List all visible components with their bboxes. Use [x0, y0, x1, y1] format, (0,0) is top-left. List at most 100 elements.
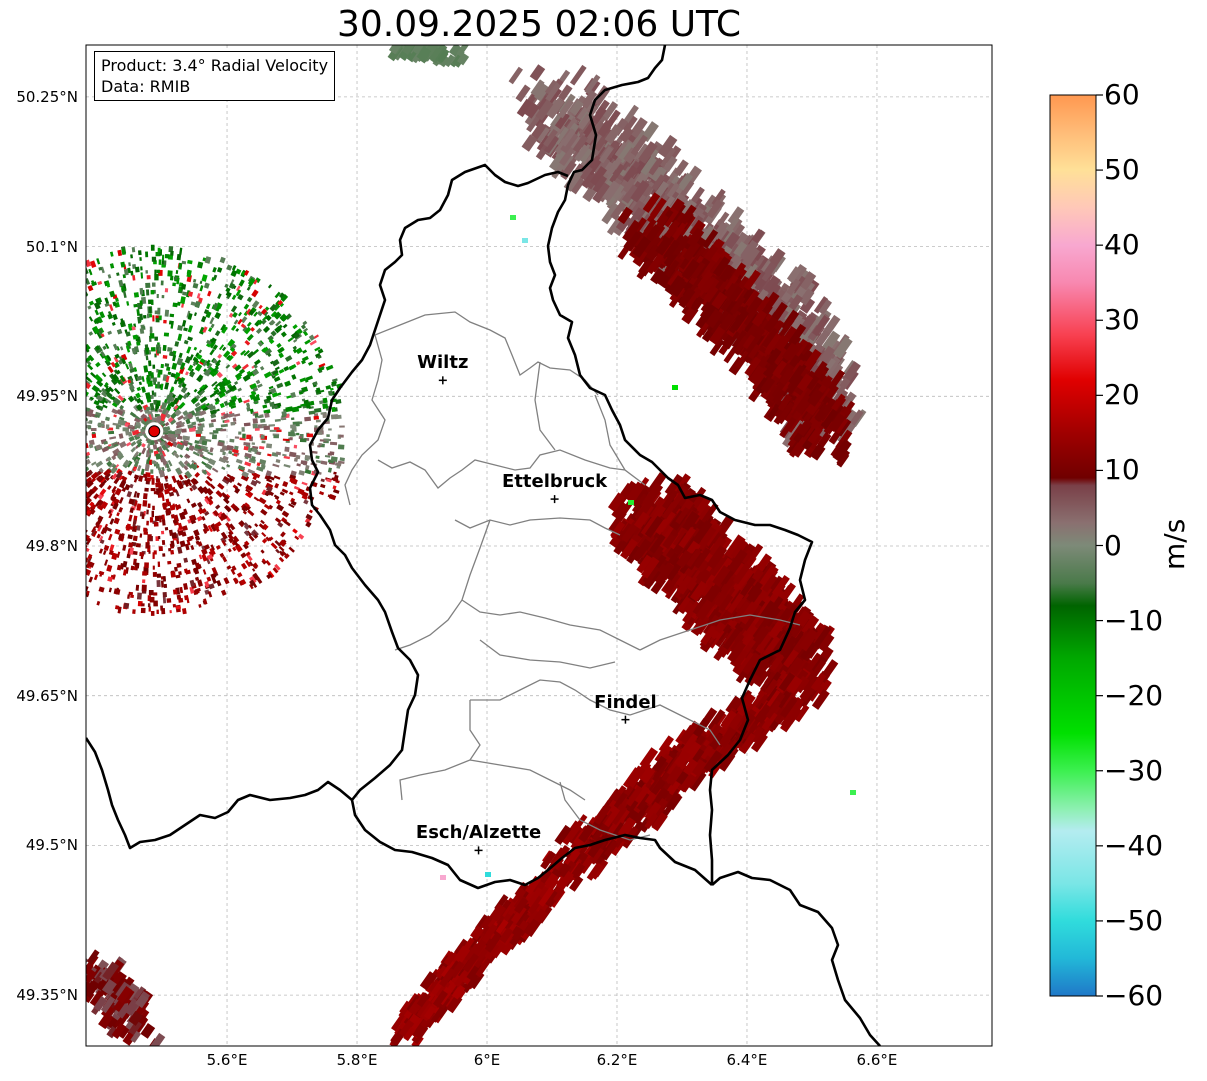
echo-pixel	[116, 512, 120, 517]
echo-pixel	[133, 303, 138, 308]
echo-pixel	[144, 347, 150, 355]
echo-pixel	[224, 283, 229, 289]
echo-pixel	[64, 519, 70, 525]
echo-pixel	[178, 383, 183, 389]
echo-pixel	[86, 509, 92, 515]
echo-pixel	[161, 450, 166, 457]
echo-pixel	[146, 313, 150, 319]
echo-pixel	[158, 408, 163, 413]
echo-pixel	[13, 518, 19, 523]
echo-pixel	[101, 391, 108, 398]
echo-pixel	[96, 533, 101, 539]
echo-pixel	[177, 377, 184, 383]
echo-pixel	[113, 452, 119, 457]
echo-pixel	[97, 280, 103, 286]
echo-pixel	[242, 543, 249, 550]
echo-pixel	[125, 345, 131, 353]
echo-pixel	[135, 584, 140, 591]
echo-pixel	[188, 427, 196, 432]
echo-pixel	[0, 349, 1, 353]
echo-pixel	[55, 425, 59, 430]
echo-pixel	[275, 499, 281, 505]
echo-pixel	[177, 324, 183, 331]
echo-pixel	[130, 270, 134, 276]
echo-pixel	[194, 440, 200, 445]
echo-pixel	[275, 451, 282, 456]
echo-pixel	[196, 374, 204, 382]
echo-pixel	[38, 527, 44, 533]
echo-pixel	[97, 316, 103, 324]
echo-pixel	[93, 400, 100, 406]
echo-pixel	[245, 559, 252, 568]
echo-pixel	[178, 262, 183, 270]
echo-pixel	[75, 458, 80, 463]
echo-pixel	[325, 364, 334, 371]
echo-pixel	[44, 332, 51, 339]
echo-pixel	[184, 453, 191, 459]
echo-pixel	[28, 483, 33, 488]
echo-pixel	[137, 250, 142, 256]
echo-pixel	[27, 495, 35, 501]
echo-pixel	[13, 460, 17, 463]
echo-pixel	[221, 326, 228, 334]
echo-pixel	[134, 414, 141, 421]
echo-pixel	[224, 504, 232, 513]
echo-pixel	[155, 478, 161, 483]
echo-pixel	[90, 280, 96, 286]
echo-pixel	[229, 438, 235, 443]
echo-pixel	[234, 364, 242, 372]
echo-pixel	[254, 359, 261, 366]
echo-pixel	[190, 545, 195, 551]
echo-pixel	[327, 390, 334, 396]
echo-pixel	[266, 482, 273, 488]
echo-pixel	[260, 418, 266, 423]
echo-pixel	[317, 445, 321, 448]
echo-pixel	[18, 369, 24, 373]
echo-pixel	[261, 440, 266, 444]
echo-pixel	[69, 442, 74, 445]
echo-pixel	[272, 463, 280, 468]
echo-pixel	[243, 522, 250, 529]
echo-pixel	[71, 445, 75, 449]
echo-pixel	[233, 505, 240, 513]
echo-pixel	[152, 552, 155, 559]
echo-pixel	[215, 521, 222, 527]
echo-pixel	[77, 525, 83, 532]
echo-pixel	[190, 502, 197, 508]
echo-pixel	[50, 519, 57, 526]
echo-pixel	[70, 574, 75, 580]
echo-pixel	[118, 279, 124, 288]
echo-pixel	[133, 395, 138, 402]
echo-pixel	[209, 547, 216, 556]
echo-pixel	[43, 283, 50, 291]
echo-pixel	[192, 361, 197, 367]
echo-pixel	[114, 605, 120, 610]
echo-pixel	[142, 571, 147, 576]
echo-pixel	[621, 114, 638, 133]
echo-pixel	[21, 562, 29, 570]
echo-pixel	[157, 535, 161, 540]
echo-pixel	[192, 282, 199, 289]
echo-pixel	[153, 438, 159, 445]
echo-pixel	[162, 426, 168, 432]
echo-pixel	[98, 570, 105, 576]
echo-pixel	[57, 460, 64, 466]
echo-pixel	[136, 503, 142, 511]
echo-pixel	[189, 371, 196, 378]
echo-pixel	[211, 434, 218, 440]
echo-pixel	[97, 524, 103, 532]
echo-pixel	[113, 361, 120, 369]
echo-pixel	[241, 363, 249, 371]
echo-pixel	[90, 427, 97, 432]
echo-pixel	[102, 345, 107, 350]
echo-pixel	[175, 467, 182, 476]
echo-pixel	[120, 261, 126, 268]
echo-pixel	[46, 575, 50, 579]
echo-pixel	[19, 435, 22, 439]
echo-pixel	[215, 408, 220, 412]
echo-pixel	[818, 299, 832, 315]
echo-pixel	[19, 304, 25, 310]
echo-pixel	[80, 420, 85, 423]
echo-pixel	[309, 509, 313, 514]
echo-pixel	[160, 530, 165, 535]
